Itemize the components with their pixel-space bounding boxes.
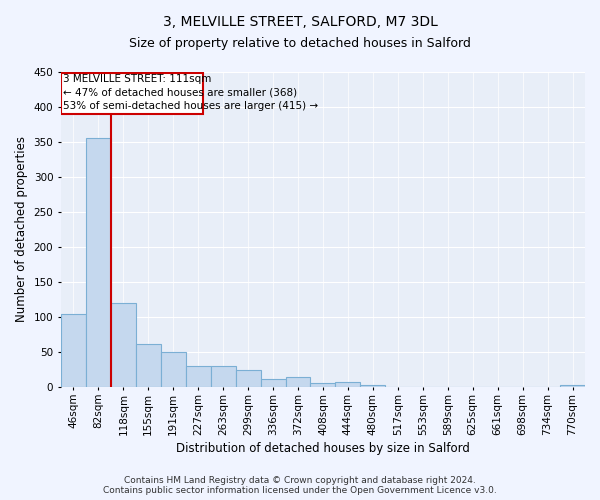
Text: 3, MELVILLE STREET, SALFORD, M7 3DL: 3, MELVILLE STREET, SALFORD, M7 3DL: [163, 15, 437, 29]
Bar: [335, 382, 361, 388]
Bar: [260, 379, 286, 388]
Bar: [460, 386, 485, 388]
Bar: [385, 386, 410, 388]
Bar: [535, 386, 560, 388]
X-axis label: Distribution of detached houses by size in Salford: Distribution of detached houses by size …: [176, 442, 470, 455]
Bar: [161, 352, 186, 388]
Bar: [286, 377, 310, 388]
Bar: [485, 386, 510, 388]
Bar: [86, 138, 111, 388]
Bar: [310, 383, 335, 388]
Text: Size of property relative to detached houses in Salford: Size of property relative to detached ho…: [129, 38, 471, 51]
Text: Contains HM Land Registry data © Crown copyright and database right 2024.
Contai: Contains HM Land Registry data © Crown c…: [103, 476, 497, 495]
Bar: [186, 366, 211, 388]
Bar: [510, 386, 535, 388]
Bar: [435, 386, 460, 388]
Bar: [211, 366, 236, 388]
Text: 3 MELVILLE STREET: 111sqm
← 47% of detached houses are smaller (368)
53% of semi: 3 MELVILLE STREET: 111sqm ← 47% of detac…: [64, 74, 319, 110]
Bar: [111, 303, 136, 388]
Bar: [410, 386, 435, 388]
FancyBboxPatch shape: [61, 73, 203, 114]
Bar: [136, 344, 161, 388]
Bar: [236, 370, 260, 388]
Bar: [361, 386, 385, 388]
Bar: [560, 386, 585, 388]
Bar: [61, 314, 86, 388]
Y-axis label: Number of detached properties: Number of detached properties: [15, 136, 28, 322]
